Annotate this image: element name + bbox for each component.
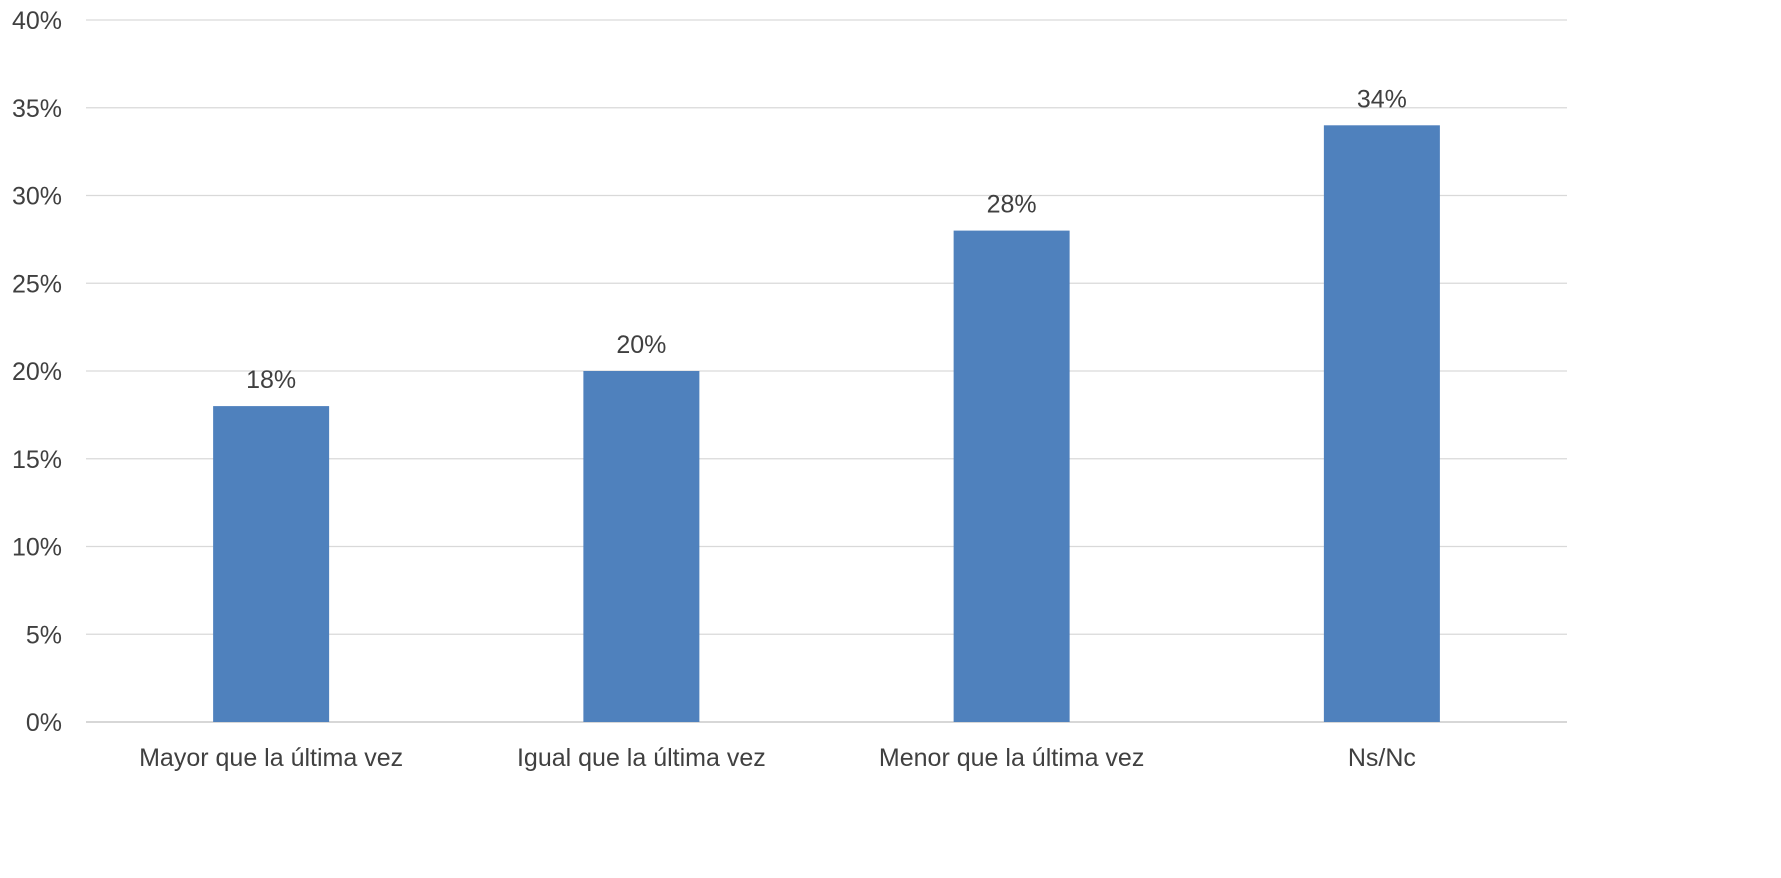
y-tick-label: 40% <box>12 7 62 35</box>
y-tick-label: 0% <box>26 709 62 737</box>
x-category-label: Igual que la última vez <box>517 744 766 772</box>
x-category-label: Menor que la última vez <box>879 744 1144 772</box>
data-label: 28% <box>987 191 1037 219</box>
y-tick-label: 35% <box>12 95 62 123</box>
y-tick-label: 30% <box>12 183 62 211</box>
bars <box>213 125 1440 723</box>
x-category-label: Ns/Nc <box>1348 744 1416 772</box>
y-tick-label: 20% <box>12 358 62 386</box>
data-label: 34% <box>1357 85 1407 113</box>
y-tick-label: 25% <box>12 270 62 298</box>
data-label: 20% <box>616 331 666 359</box>
x-category-label: Mayor que la última vez <box>139 744 403 772</box>
y-tick-label: 10% <box>12 534 62 562</box>
bar <box>213 406 330 722</box>
y-tick-label: 5% <box>26 621 62 649</box>
x-axis-categories: Mayor que la última vez Igual que la últi… <box>139 744 1416 772</box>
y-tick-label: 15% <box>12 446 62 474</box>
data-labels: 18% 20% 28% 34% <box>246 85 1407 394</box>
bar <box>583 371 700 722</box>
gridlines <box>86 19 1567 723</box>
bar <box>953 230 1070 722</box>
y-axis-ticks: 0% 5% 10% 15% 20% 25% 30% 35% 40% <box>12 7 62 737</box>
bar <box>1323 125 1440 723</box>
data-label: 18% <box>246 366 296 394</box>
